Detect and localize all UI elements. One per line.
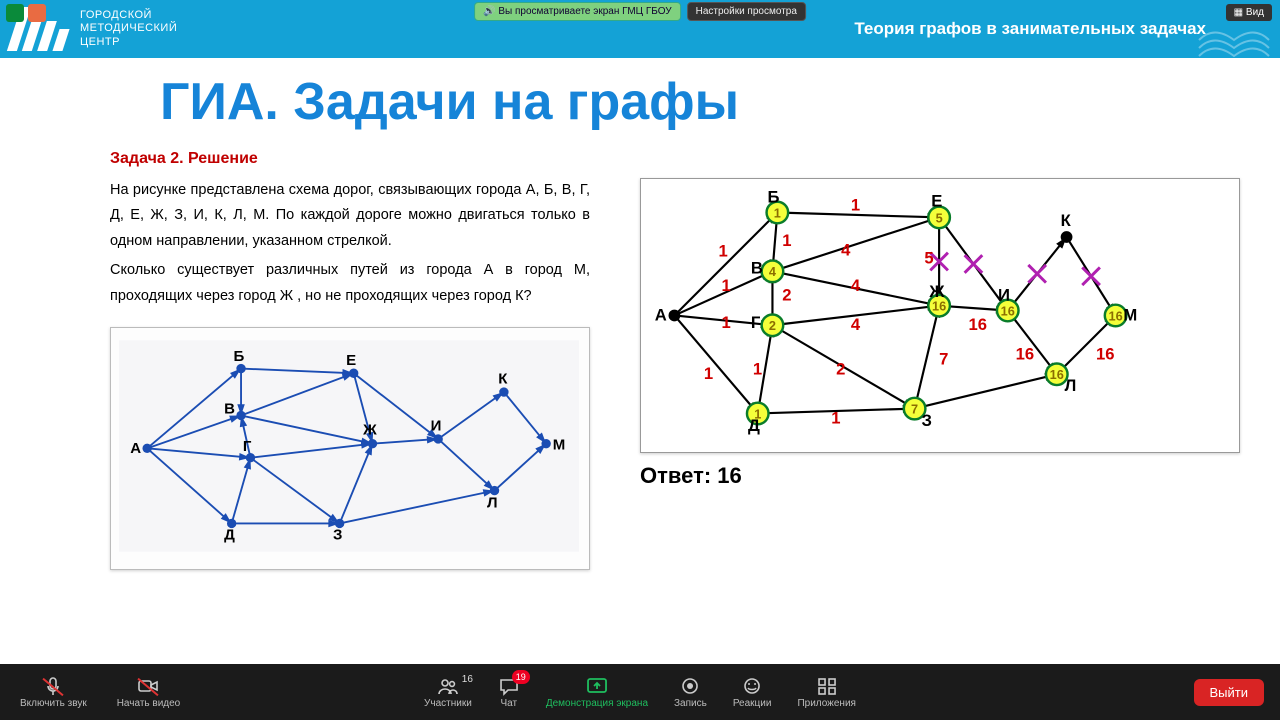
participants-button[interactable]: 16 Участники [424, 676, 472, 709]
svg-text:1: 1 [851, 196, 860, 215]
svg-text:Е: Е [931, 192, 942, 211]
svg-text:В: В [224, 400, 235, 417]
participants-count: 16 [462, 674, 473, 685]
video-button[interactable]: Начать видео [117, 676, 181, 709]
zoom-toolbar: Включить звук Начать видео 16 Участники [0, 664, 1280, 720]
svg-text:1: 1 [782, 231, 791, 250]
svg-text:Ж: Ж [362, 421, 377, 438]
svg-text:1: 1 [704, 364, 713, 383]
svg-text:Д: Д [748, 416, 760, 435]
apps-icon [816, 676, 838, 696]
camera-icon [137, 676, 159, 696]
svg-text:16: 16 [1109, 308, 1123, 323]
chat-icon: 19 [498, 676, 520, 696]
share-screen-button[interactable]: Демонстрация экрана [546, 676, 648, 709]
svg-text:5: 5 [924, 248, 933, 267]
share-icon [586, 676, 608, 696]
svg-text:З: З [333, 526, 342, 543]
svg-text:1: 1 [721, 313, 730, 332]
graph-original: А Б В Г Д Е Ж З И К Л М [110, 327, 590, 570]
svg-text:7: 7 [939, 349, 948, 368]
screen-share-notice: 🔊 Вы просматриваете экран ГМЦ ГБОУ [474, 2, 681, 21]
svg-text:Л: Л [1065, 376, 1077, 395]
chat-badge: 19 [512, 670, 530, 684]
svg-text:16: 16 [969, 315, 988, 334]
svg-text:К: К [498, 370, 508, 387]
reactions-icon [741, 676, 763, 696]
user-avatar-icon [28, 4, 46, 22]
view-settings-pill[interactable]: Настройки просмотра [687, 2, 806, 21]
svg-text:Ж: Ж [928, 282, 945, 301]
svg-text:К: К [1061, 211, 1072, 230]
record-button[interactable]: Запись [674, 676, 707, 709]
svg-text:Б: Б [768, 188, 780, 207]
svg-text:Б: Б [234, 348, 245, 365]
svg-text:4: 4 [851, 276, 861, 295]
svg-text:М: М [1123, 305, 1137, 324]
svg-text:Д: Д [224, 526, 235, 543]
microphone-icon [42, 676, 64, 696]
svg-text:1: 1 [774, 205, 781, 220]
svg-text:И: И [431, 417, 442, 434]
problem-text: На рисунке представлена схема дорог, свя… [110, 178, 590, 309]
svg-text:4: 4 [841, 241, 851, 260]
svg-text:1: 1 [753, 359, 762, 378]
svg-text:Г: Г [751, 313, 761, 332]
svg-text:Е: Е [346, 352, 356, 369]
svg-text:А: А [655, 305, 667, 324]
svg-text:2: 2 [782, 286, 791, 305]
slide-content: ГИА. Задачи на графы Задача 2. Решение Н… [0, 58, 1280, 664]
participants-icon: 16 [437, 676, 459, 696]
svg-text:Г: Г [243, 438, 252, 455]
svg-text:1: 1 [719, 242, 728, 261]
answer: Ответ: 16 [640, 463, 1240, 489]
svg-text:2: 2 [769, 318, 776, 333]
header-title: Теория графов в занимательных задачах [854, 19, 1206, 39]
svg-text:16: 16 [1096, 345, 1115, 364]
svg-text:И: И [998, 286, 1010, 305]
view-mode-button[interactable]: ▦ Вид [1226, 4, 1272, 21]
apps-button[interactable]: Приложения [797, 676, 856, 709]
slide-title: ГИА. Задачи на графы [160, 72, 1240, 132]
svg-text:1: 1 [831, 408, 840, 427]
task-label: Задача 2. Решение [110, 150, 1240, 168]
svg-text:16: 16 [1050, 367, 1064, 382]
org-name: ГОРОДСКОЙ МЕТОДИЧЕСКИЙ ЦЕНТР [80, 9, 177, 49]
svg-text:З: З [921, 411, 931, 430]
svg-text:4: 4 [851, 315, 861, 334]
svg-text:М: М [553, 436, 566, 453]
svg-text:7: 7 [911, 401, 918, 416]
svg-text:5: 5 [936, 210, 943, 225]
svg-text:Л: Л [487, 494, 498, 511]
leave-button[interactable]: Выйти [1194, 679, 1265, 706]
svg-text:В: В [751, 258, 763, 277]
reactions-button[interactable]: Реакции [733, 676, 772, 709]
graph-solution: 111111442421157161616А1Б4В2Г1Д5Е16Ж7З16И… [640, 178, 1240, 453]
svg-text:16: 16 [1001, 303, 1015, 318]
chat-button[interactable]: 19 Чат [498, 676, 520, 709]
shield-icon [6, 4, 24, 22]
svg-text:1: 1 [721, 276, 730, 295]
svg-text:4: 4 [769, 264, 777, 279]
svg-text:А: А [130, 440, 141, 457]
svg-text:16: 16 [1016, 345, 1035, 364]
record-icon [679, 676, 701, 696]
mute-button[interactable]: Включить звук [20, 676, 87, 709]
svg-text:2: 2 [836, 359, 845, 378]
